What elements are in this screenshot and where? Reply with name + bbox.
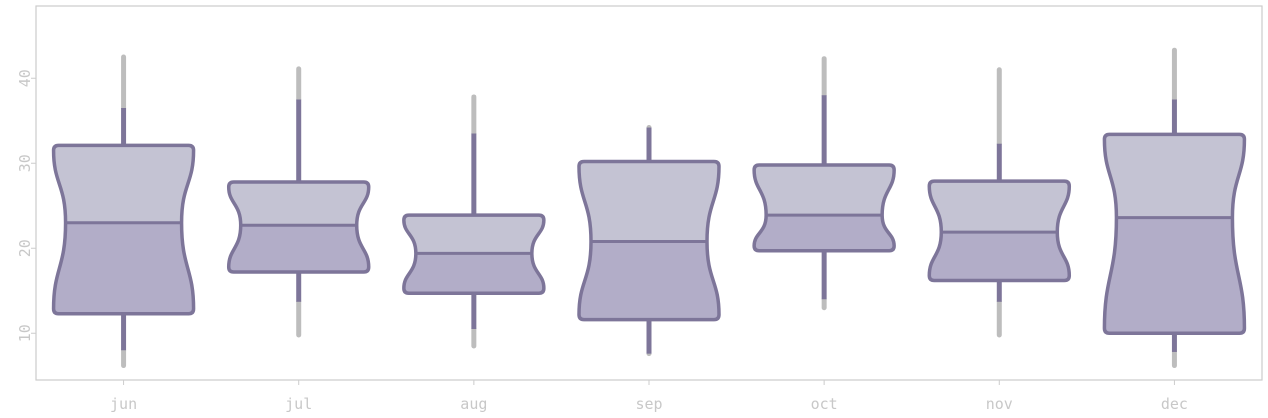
x-tick-label: aug [460,395,487,413]
box-upper-half [754,164,895,216]
box-upper-half [228,181,369,226]
y-axis: 10 20 30 40 [16,69,36,342]
box-upper-half [1104,134,1245,218]
box-outline [927,179,1072,283]
box-oct [752,56,896,311]
box-nov [927,67,1072,338]
y-tick-label: 10 [16,324,34,342]
box-upper-half [403,215,544,254]
box-jul [226,66,371,338]
box-dec [1102,47,1247,369]
box-lower-half [929,232,1070,281]
y-tick-label: 20 [16,239,34,257]
box-sep [577,125,721,357]
box-upper-half [579,161,719,242]
y-tick-label: 30 [16,154,34,172]
box-outline [51,143,196,316]
box-outline [752,163,896,253]
box-outline [226,180,371,274]
box-upper-half [53,145,194,223]
x-tick-label: nov [986,395,1013,413]
box-lower-half [228,225,369,273]
y-tick-label: 40 [16,69,34,87]
x-axis: jun jul aug sep oct nov dec [110,380,1188,413]
box-jun [51,54,196,369]
x-tick-label: jun [110,395,137,413]
x-tick-label: sep [635,395,662,413]
boxes [51,47,1247,369]
box-lower-half [1104,217,1245,334]
x-tick-label: jul [285,395,312,413]
box-aug [402,94,546,349]
box-lower-half [579,241,719,320]
x-tick-label: oct [811,395,838,413]
box-lower-half [754,215,895,251]
x-tick-label: dec [1161,395,1188,413]
box-lower-half [403,253,544,294]
box-upper-half [929,181,1070,233]
box-lower-half [53,222,194,314]
box-outline [402,213,546,296]
box-outline [577,159,721,322]
box-outline [1102,132,1247,335]
